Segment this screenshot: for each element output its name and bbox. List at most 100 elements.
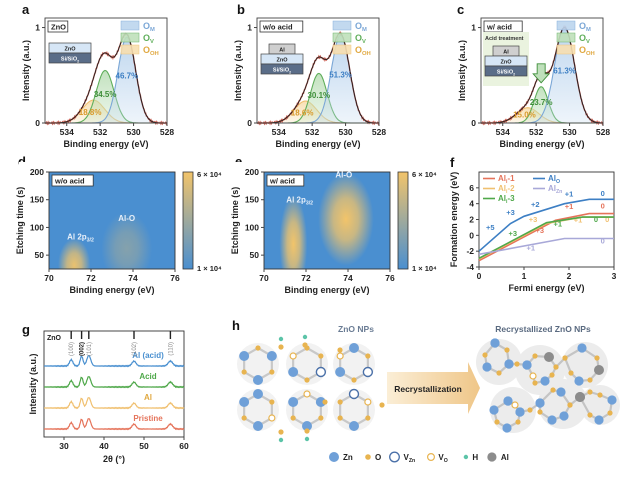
o-atom: [567, 402, 573, 408]
legend-label: VO: [438, 453, 447, 464]
o-atom: [318, 353, 324, 359]
h-atom: [304, 436, 310, 442]
panel-title: w/ acid: [486, 23, 512, 32]
o-atom: [496, 370, 502, 376]
x-tick-label: 74: [343, 273, 353, 283]
y-axis-label: Intensity (a.u.): [233, 40, 243, 101]
o-atom: [532, 380, 538, 386]
clip-mask: [234, 162, 264, 279]
charge-state-label: +3: [506, 208, 515, 217]
zn-atom: [288, 397, 299, 407]
reference-label: ZnO: [47, 335, 62, 342]
y-axis-label: Etching time (s): [15, 187, 25, 255]
x-tick-label: 76: [170, 273, 180, 283]
series-label: Acid: [139, 372, 156, 381]
recrystallization-arrow: Recrystallization: [387, 362, 480, 414]
zn-legend-icon: [329, 452, 339, 462]
stack-layer-label: Si/SiO2: [273, 68, 291, 75]
charge-state-label: +1: [565, 202, 574, 211]
x-tick-label: 50: [139, 441, 149, 451]
legend-label: AlO: [548, 174, 560, 185]
charge-state-label: +5: [486, 223, 495, 232]
zn-atom: [574, 376, 584, 386]
h-atom: [302, 334, 308, 340]
x-tick-label: 76: [385, 273, 395, 283]
lattice-bond: [519, 388, 572, 422]
legend-item-o: O: [365, 453, 381, 462]
al-atom: [544, 352, 554, 362]
miller-index-label: (100): [69, 342, 75, 356]
title-box: [266, 174, 305, 187]
zn-atom: [349, 343, 359, 353]
panel-letter: b: [237, 2, 245, 17]
charge-state-label: 0: [594, 215, 598, 224]
clip-mask: [264, 269, 390, 289]
colorbar-min-label: 1 × 10⁴: [197, 264, 222, 273]
o-vacancy: [364, 398, 372, 406]
o-atom: [241, 369, 247, 375]
zn-atom: [577, 343, 587, 353]
peak-fill-O_M: [481, 27, 603, 124]
fit-envelope-line: [257, 32, 379, 124]
peak-percent-label: 51.3%: [329, 70, 352, 79]
recrystallized-title: Recrystallized ZnO NPs: [495, 324, 591, 334]
charge-state-label: +3: [535, 226, 544, 235]
o-atom: [241, 415, 247, 421]
heatmap-hotspot: [101, 211, 153, 286]
stack-layer-label: Al: [503, 50, 509, 56]
zn-atom: [503, 396, 513, 406]
panel-letter: f: [450, 155, 455, 170]
colorbar-max-label: 6 × 10⁴: [197, 170, 222, 179]
charge-state-label: +1: [565, 190, 574, 199]
panel-title: ZnO: [51, 23, 66, 32]
zn-atom: [559, 411, 569, 421]
al-atom: [594, 365, 604, 375]
legend-label: OV: [143, 33, 154, 45]
panel-c: c 61.3% 23.7% 15.0%534 532 530 528 0 1 Binding en…: [457, 2, 610, 149]
o-atom: [587, 412, 593, 418]
zn-atom: [594, 415, 604, 425]
zn-atom: [489, 405, 499, 415]
stack-layer-Si/SiO2: [48, 52, 92, 64]
legend-label: Ali-1: [498, 174, 515, 185]
o-atom: [304, 377, 310, 383]
panel-a: a 46.7% 34.5% 18.8% 534 532 530 528 0 1 Binding en…: [21, 2, 174, 149]
clip-mask: [49, 269, 175, 289]
arrow-label: Recrystallization: [394, 384, 462, 394]
fit-envelope-line: [45, 33, 167, 124]
o-atom: [337, 415, 343, 421]
particle-halo: [490, 387, 536, 433]
o-atom: [587, 377, 593, 383]
h-atom: [278, 336, 284, 342]
plot-frame: [263, 171, 391, 270]
o-atom: [514, 361, 520, 367]
x-tick-label: 72: [86, 273, 96, 283]
x-tick-label: 534: [272, 127, 286, 137]
o-atom: [278, 429, 284, 435]
charge-state-label: +2: [531, 200, 540, 209]
peak-percent-label: 23.7%: [530, 98, 553, 107]
panel-title: w/ acid: [269, 177, 295, 186]
peak-annotation: Al-O: [118, 214, 135, 223]
x-tick-label: 0: [477, 271, 482, 281]
x-tick-label: 532: [529, 127, 543, 137]
zn-atom: [349, 421, 359, 431]
y-tick-label: 200: [245, 167, 259, 177]
charge-state-label: +3: [508, 229, 517, 238]
x-tick-label: 530: [562, 127, 576, 137]
x-axis-label: Binding energy (eV): [63, 139, 148, 149]
y-tick-label: 1: [471, 23, 476, 33]
peak-percent-label: 15.0%: [513, 111, 536, 120]
y-axis-label: Intensity (a.u.): [457, 40, 467, 101]
plot-frame: [256, 17, 380, 124]
o-atom: [290, 415, 296, 421]
y-tick-label: 100: [30, 222, 44, 232]
y-tick-label: 100: [245, 222, 259, 232]
miller-index-label: (110): [168, 342, 174, 356]
o-atom: [562, 355, 568, 361]
peak-annotation: Al 2p3/2: [67, 233, 94, 244]
o-atom: [255, 345, 261, 351]
plot-frame: [43, 330, 185, 438]
charge-state-label: +1: [574, 216, 583, 225]
peak-fill-O_V: [481, 86, 603, 123]
